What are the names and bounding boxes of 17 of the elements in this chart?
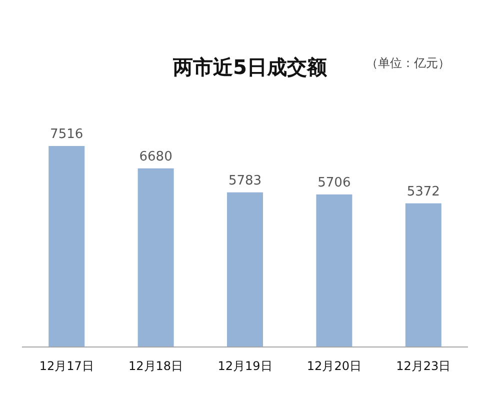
data-label: 7516 [50, 127, 84, 142]
chart-title: 两市近5日成交额 [172, 55, 328, 79]
bar [405, 203, 442, 347]
bar [48, 146, 85, 347]
x-tick-label: 12月23日 [396, 359, 451, 373]
x-tick-label: 12月17日 [39, 359, 94, 373]
x-tick-label: 12月19日 [218, 359, 272, 373]
data-label: 6680 [139, 149, 172, 164]
data-label: 5783 [228, 173, 262, 188]
x-tick-label: 12月18日 [128, 359, 184, 373]
chart-subtitle: （单位：亿元） [366, 56, 450, 70]
bar [227, 192, 263, 347]
bar [138, 168, 174, 347]
data-label: 5372 [406, 184, 440, 200]
data-label: 5706 [318, 175, 351, 190]
bar [316, 194, 352, 347]
x-tick-label: 12月20日 [306, 359, 362, 373]
